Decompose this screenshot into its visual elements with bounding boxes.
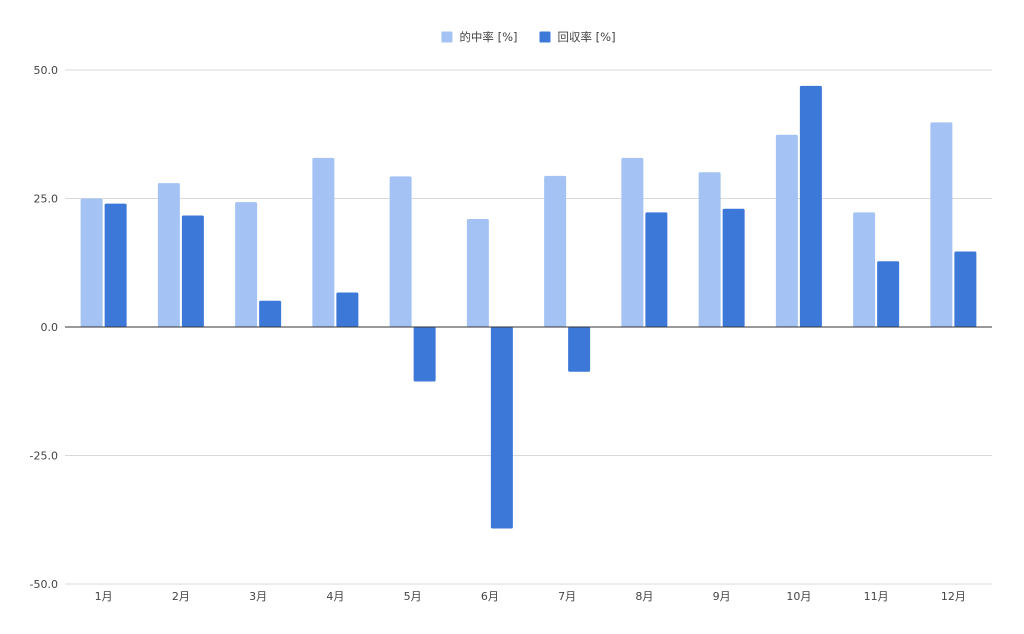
legend-label: 回収率 [%] <box>558 30 616 44</box>
bar-hit-rate <box>930 122 953 327</box>
legend-swatch <box>441 31 453 43</box>
x-tick-label: 10月 <box>786 590 811 603</box>
legend-label: 的中率 [%] <box>459 30 517 44</box>
bar-hit-rate <box>698 172 721 327</box>
legend-swatch <box>539 31 551 43</box>
bar-hit-rate <box>853 212 876 327</box>
x-tick-label: 12月 <box>941 590 966 603</box>
x-tick-label: 2月 <box>172 590 190 603</box>
bar-hit-rate <box>389 176 412 327</box>
x-tick-label: 6月 <box>481 590 499 603</box>
bars <box>80 85 977 529</box>
x-tick-label: 1月 <box>95 590 113 603</box>
x-tick-label: 11月 <box>864 590 889 603</box>
x-tick-label: 8月 <box>635 590 653 603</box>
bar-hit-rate <box>312 157 335 327</box>
y-tick-label: 50.0 <box>34 64 59 77</box>
y-axis-ticks: 50.0 25.0 0.0 -25.0 -50.0 <box>30 64 58 591</box>
x-tick-label: 4月 <box>326 590 344 603</box>
bar-return-rate <box>181 215 204 327</box>
bar-hit-rate <box>621 157 644 327</box>
y-tick-label: -50.0 <box>30 578 58 591</box>
bar-return-rate <box>259 300 282 327</box>
bar-return-rate <box>568 327 591 372</box>
bar-return-rate <box>799 85 822 328</box>
bar-return-rate <box>877 261 900 327</box>
x-axis-ticks: 1月 2月 3月 4月 5月 6月 7月 8月 9月 10月 11月 12月 <box>95 590 966 603</box>
bar-return-rate <box>722 208 745 327</box>
legend[interactable]: 的中率 [%] 回収率 [%] <box>441 30 616 44</box>
x-tick-label: 9月 <box>713 590 731 603</box>
bar-hit-rate <box>157 183 180 327</box>
bar-return-rate <box>954 251 977 327</box>
x-tick-label: 7月 <box>558 590 576 603</box>
bar-return-rate <box>490 327 513 529</box>
bar-hit-rate <box>80 198 103 327</box>
bar-hit-rate <box>466 219 489 327</box>
legend-item[interactable]: 的中率 [%] <box>441 30 518 44</box>
legend-item[interactable]: 回収率 [%] <box>539 30 616 44</box>
y-tick-label: -25.0 <box>30 450 58 463</box>
bar-return-rate <box>645 212 668 327</box>
bar-return-rate <box>413 327 436 382</box>
y-tick-label: 0.0 <box>41 321 59 334</box>
bar-return-rate <box>336 292 359 327</box>
y-tick-label: 25.0 <box>34 193 59 206</box>
x-tick-label: 3月 <box>249 590 267 603</box>
bar-hit-rate <box>235 202 258 327</box>
gridlines <box>65 69 992 585</box>
bar-hit-rate <box>544 175 567 327</box>
x-tick-label: 5月 <box>404 590 422 603</box>
bar-hit-rate <box>775 134 798 327</box>
bar-return-rate <box>104 203 127 327</box>
